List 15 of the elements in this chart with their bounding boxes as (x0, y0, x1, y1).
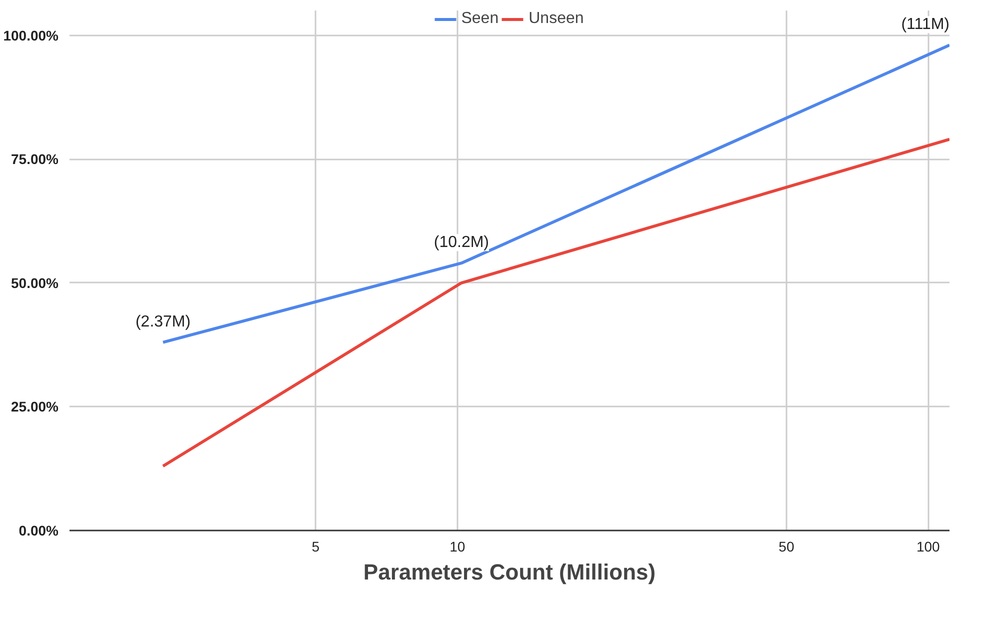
x-tick-label: 10 (450, 538, 466, 554)
y-tick-label: 100.00% (3, 27, 60, 44)
y-tick-label: 0.00% (18, 522, 60, 538)
x-tick-label: 50 (778, 538, 794, 554)
annotation: (111M) (901, 16, 950, 34)
y-tick-label: 75.00% (11, 151, 60, 168)
x-tick-label: 100 (916, 538, 940, 554)
legend-label: Seen (461, 10, 499, 28)
y-tick-label: 50.00% (11, 274, 60, 291)
x-axis-title: Parameters Count (Millions) (363, 560, 656, 584)
legend-label: Unseen (528, 10, 584, 28)
annotation: (2.37M) (135, 313, 191, 330)
annotation: (10.2M) (434, 234, 489, 252)
y-tick-label: 25.00% (11, 398, 60, 415)
x-tick-label: 5 (312, 538, 320, 554)
